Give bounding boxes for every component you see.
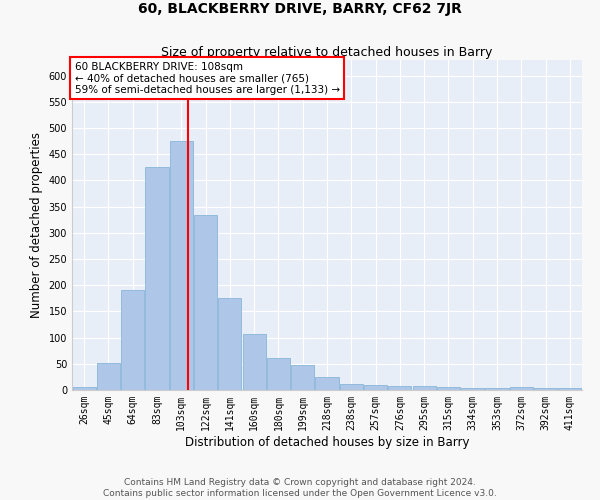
Bar (218, 298, 241, 390)
Text: Contains HM Land Registry data © Crown copyright and database right 2024.
Contai: Contains HM Land Registry data © Crown c… (103, 478, 497, 498)
Text: 60, BLACKBERRY DRIVE, BARRY, CF62 7JR: 60, BLACKBERRY DRIVE, BARRY, CF62 7JR (138, 2, 462, 16)
Bar (437, 388, 460, 390)
Y-axis label: Number of detached properties: Number of detached properties (30, 132, 43, 318)
Bar (267, 358, 290, 390)
Bar (121, 290, 144, 390)
Bar (510, 388, 533, 390)
Bar (73, 388, 95, 390)
Bar (364, 385, 387, 390)
Bar (485, 388, 509, 390)
Bar (242, 334, 266, 390)
Bar (534, 388, 557, 390)
Bar (194, 214, 217, 390)
Bar (97, 363, 120, 390)
Bar (145, 168, 169, 390)
Bar (413, 386, 436, 390)
Text: 60 BLACKBERRY DRIVE: 108sqm
← 40% of detached houses are smaller (765)
59% of se: 60 BLACKBERRY DRIVE: 108sqm ← 40% of det… (74, 62, 340, 95)
Bar (170, 141, 193, 390)
Bar (559, 388, 581, 390)
Bar (340, 384, 363, 390)
Bar (316, 377, 338, 390)
Title: Size of property relative to detached houses in Barry: Size of property relative to detached ho… (161, 46, 493, 59)
Bar (461, 388, 484, 390)
Bar (388, 386, 412, 390)
X-axis label: Distribution of detached houses by size in Barry: Distribution of detached houses by size … (185, 436, 469, 448)
Bar (291, 366, 314, 390)
